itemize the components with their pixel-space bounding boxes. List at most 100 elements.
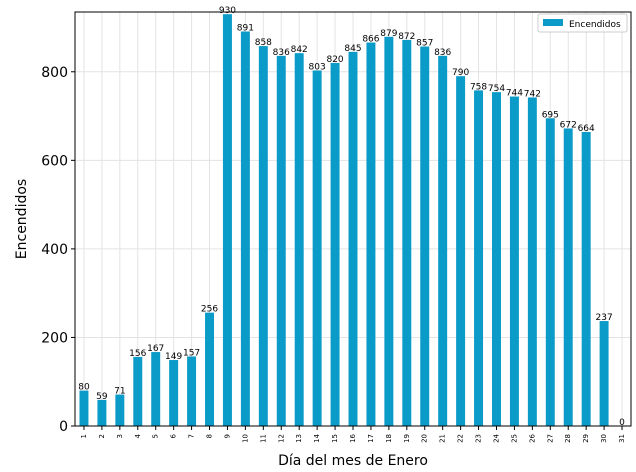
x-tick-label: 25 [510, 434, 518, 443]
x-tick-label: 21 [439, 434, 447, 443]
x-tick-label: 3 [116, 434, 124, 438]
x-tick-label: 31 [618, 434, 626, 443]
bar [240, 31, 250, 426]
x-tick-label: 30 [600, 434, 608, 443]
legend-box [537, 13, 628, 33]
bar-value-label: 820 [326, 55, 343, 65]
bar [384, 36, 394, 427]
x-tick-label: 8 [206, 434, 214, 438]
legend: Encendidos [537, 13, 628, 33]
bar-value-label: 803 [309, 62, 326, 72]
x-tick-label: 12 [277, 434, 285, 443]
bar-value-label: 891 [237, 23, 254, 33]
bar-value-label: 156 [129, 349, 146, 359]
x-tick-label: 1 [80, 434, 88, 438]
bar [420, 46, 430, 427]
bar [312, 70, 322, 427]
x-tick-label: 9 [223, 434, 231, 438]
bar [474, 90, 484, 426]
bar-value-label: 59 [96, 392, 108, 402]
x-tick-label: 6 [170, 433, 178, 438]
bar [133, 356, 143, 426]
x-tick-label: 4 [134, 433, 142, 438]
x-tick-label: 2 [98, 434, 106, 438]
bar-value-label: 695 [542, 110, 559, 120]
y-tick-label: 200 [41, 330, 68, 346]
bar [581, 131, 591, 426]
legend-label: Encendidos [569, 20, 621, 30]
x-tick-label: 16 [349, 433, 357, 442]
bar [115, 394, 125, 426]
x-tick-label: 7 [188, 434, 196, 438]
bar-value-label: 930 [219, 6, 236, 16]
bar [492, 92, 501, 427]
x-tick-label: 23 [475, 434, 483, 443]
bar [258, 46, 268, 426]
legend-swatch [543, 19, 563, 26]
x-tick-label: 26 [528, 433, 536, 442]
x-tick-label: 10 [241, 434, 249, 443]
y-tick-label: 800 [41, 65, 68, 81]
x-tick-label: 15 [331, 434, 339, 443]
x-tick-label: 5 [152, 434, 160, 438]
bar-value-label: 858 [255, 38, 272, 48]
y-axis-title: Encendidos [14, 179, 30, 259]
bar [97, 399, 107, 426]
bar [438, 55, 448, 426]
bar-value-label: 842 [291, 45, 308, 55]
bar [527, 97, 537, 426]
x-tick-label: 14 [313, 433, 321, 442]
bar [366, 42, 376, 426]
bar [187, 356, 197, 426]
bar-value-label: 256 [201, 305, 218, 315]
x-tick-label: 27 [546, 434, 554, 443]
x-tick-label: 22 [457, 434, 465, 443]
bar-value-label: 0 [619, 418, 625, 428]
bar-value-label: 167 [147, 344, 164, 354]
bar-value-label: 879 [380, 29, 397, 39]
bar [456, 76, 466, 426]
bar-value-label: 754 [488, 84, 505, 94]
x-axis: 1 2 3 4 5 6 7 8 9 10 11 12 13 14 15 16 17 18 19 20 21 22 23 24 2… [80, 426, 626, 443]
y-tick-label: 0 [59, 419, 68, 435]
bar-value-label: 836 [273, 48, 290, 58]
x-tick-label: 17 [367, 434, 375, 443]
x-tick-label: 13 [295, 434, 303, 443]
bar-value-label: 80 [78, 383, 90, 393]
x-tick-label: 18 [385, 434, 393, 443]
bar [79, 390, 89, 426]
bar [402, 39, 412, 426]
bar [294, 53, 304, 426]
bar-value-label: 872 [398, 32, 415, 42]
bar-value-label: 237 [596, 313, 613, 323]
bar-value-label: 664 [578, 124, 595, 134]
bar-value-label: 758 [470, 82, 487, 92]
y-axis: 0 200 400 600 800 [41, 65, 75, 435]
bar-value-label: 157 [183, 348, 200, 358]
x-tick-label: 11 [259, 434, 267, 443]
bar [563, 128, 573, 426]
x-tick-label: 24 [492, 433, 500, 442]
bar-value-label: 149 [165, 352, 182, 362]
bar [348, 51, 358, 426]
bar [599, 321, 609, 426]
bar [330, 62, 340, 426]
x-axis-title: Día del mes de Enero [278, 453, 428, 469]
bar [151, 352, 161, 426]
bar-value-label: 857 [416, 39, 433, 49]
bar [509, 96, 519, 427]
x-tick-label: 19 [403, 434, 411, 443]
bar [205, 312, 214, 426]
y-tick-label: 600 [41, 153, 68, 169]
bars [79, 14, 609, 427]
bar [276, 55, 286, 426]
bar-value-label: 742 [524, 89, 541, 99]
x-tick-label: 29 [582, 434, 590, 443]
bar [169, 360, 179, 426]
bar-value-label: 845 [344, 44, 361, 54]
bar-value-label: 71 [114, 387, 125, 397]
x-tick-label: 20 [421, 434, 429, 443]
bar-value-label: 672 [560, 120, 577, 130]
